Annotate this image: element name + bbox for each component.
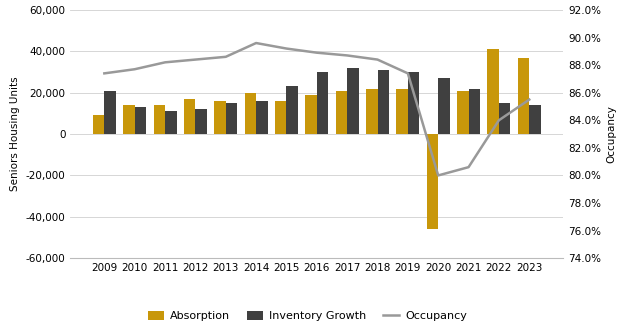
Line: Occupancy: Occupancy (104, 43, 529, 175)
Occupancy (313, 51, 321, 55)
Bar (134, 107, 146, 134)
Bar (529, 105, 541, 134)
Occupancy (100, 71, 108, 75)
Occupancy (374, 58, 381, 62)
Bar (305, 95, 317, 134)
Occupancy (435, 173, 442, 177)
Bar (438, 78, 450, 134)
Y-axis label: Seniors Housing Units: Seniors Housing Units (10, 77, 20, 191)
Bar (195, 109, 207, 134)
Bar (378, 70, 389, 134)
Occupancy (404, 71, 412, 75)
Occupancy (222, 55, 230, 59)
Occupancy (191, 58, 199, 62)
Occupancy (131, 67, 138, 71)
Bar (93, 116, 104, 134)
Bar (347, 68, 358, 134)
Bar (488, 49, 499, 134)
Legend: Absorption, Inventory Growth, Occupancy: Absorption, Inventory Growth, Occupancy (143, 306, 471, 325)
Occupancy (495, 118, 503, 122)
Occupancy (465, 165, 472, 169)
Bar (184, 99, 195, 134)
Bar (256, 101, 268, 134)
Bar (226, 103, 237, 134)
Occupancy (343, 54, 351, 58)
Bar (427, 134, 438, 229)
Bar (123, 105, 134, 134)
Bar (104, 91, 116, 134)
Bar (165, 111, 177, 134)
Bar (214, 101, 226, 134)
Bar (396, 89, 408, 134)
Y-axis label: Occupancy: Occupancy (607, 105, 616, 163)
Bar (499, 103, 511, 134)
Occupancy (252, 41, 260, 45)
Occupancy (161, 60, 169, 64)
Bar (408, 72, 419, 134)
Bar (275, 101, 287, 134)
Bar (317, 72, 328, 134)
Bar (366, 89, 378, 134)
Bar (468, 89, 480, 134)
Bar (244, 93, 256, 134)
Occupancy (525, 98, 533, 102)
Occupancy (283, 47, 291, 51)
Bar (457, 91, 468, 134)
Bar (287, 86, 298, 134)
Bar (154, 105, 165, 134)
Bar (335, 91, 347, 134)
Bar (518, 58, 529, 134)
